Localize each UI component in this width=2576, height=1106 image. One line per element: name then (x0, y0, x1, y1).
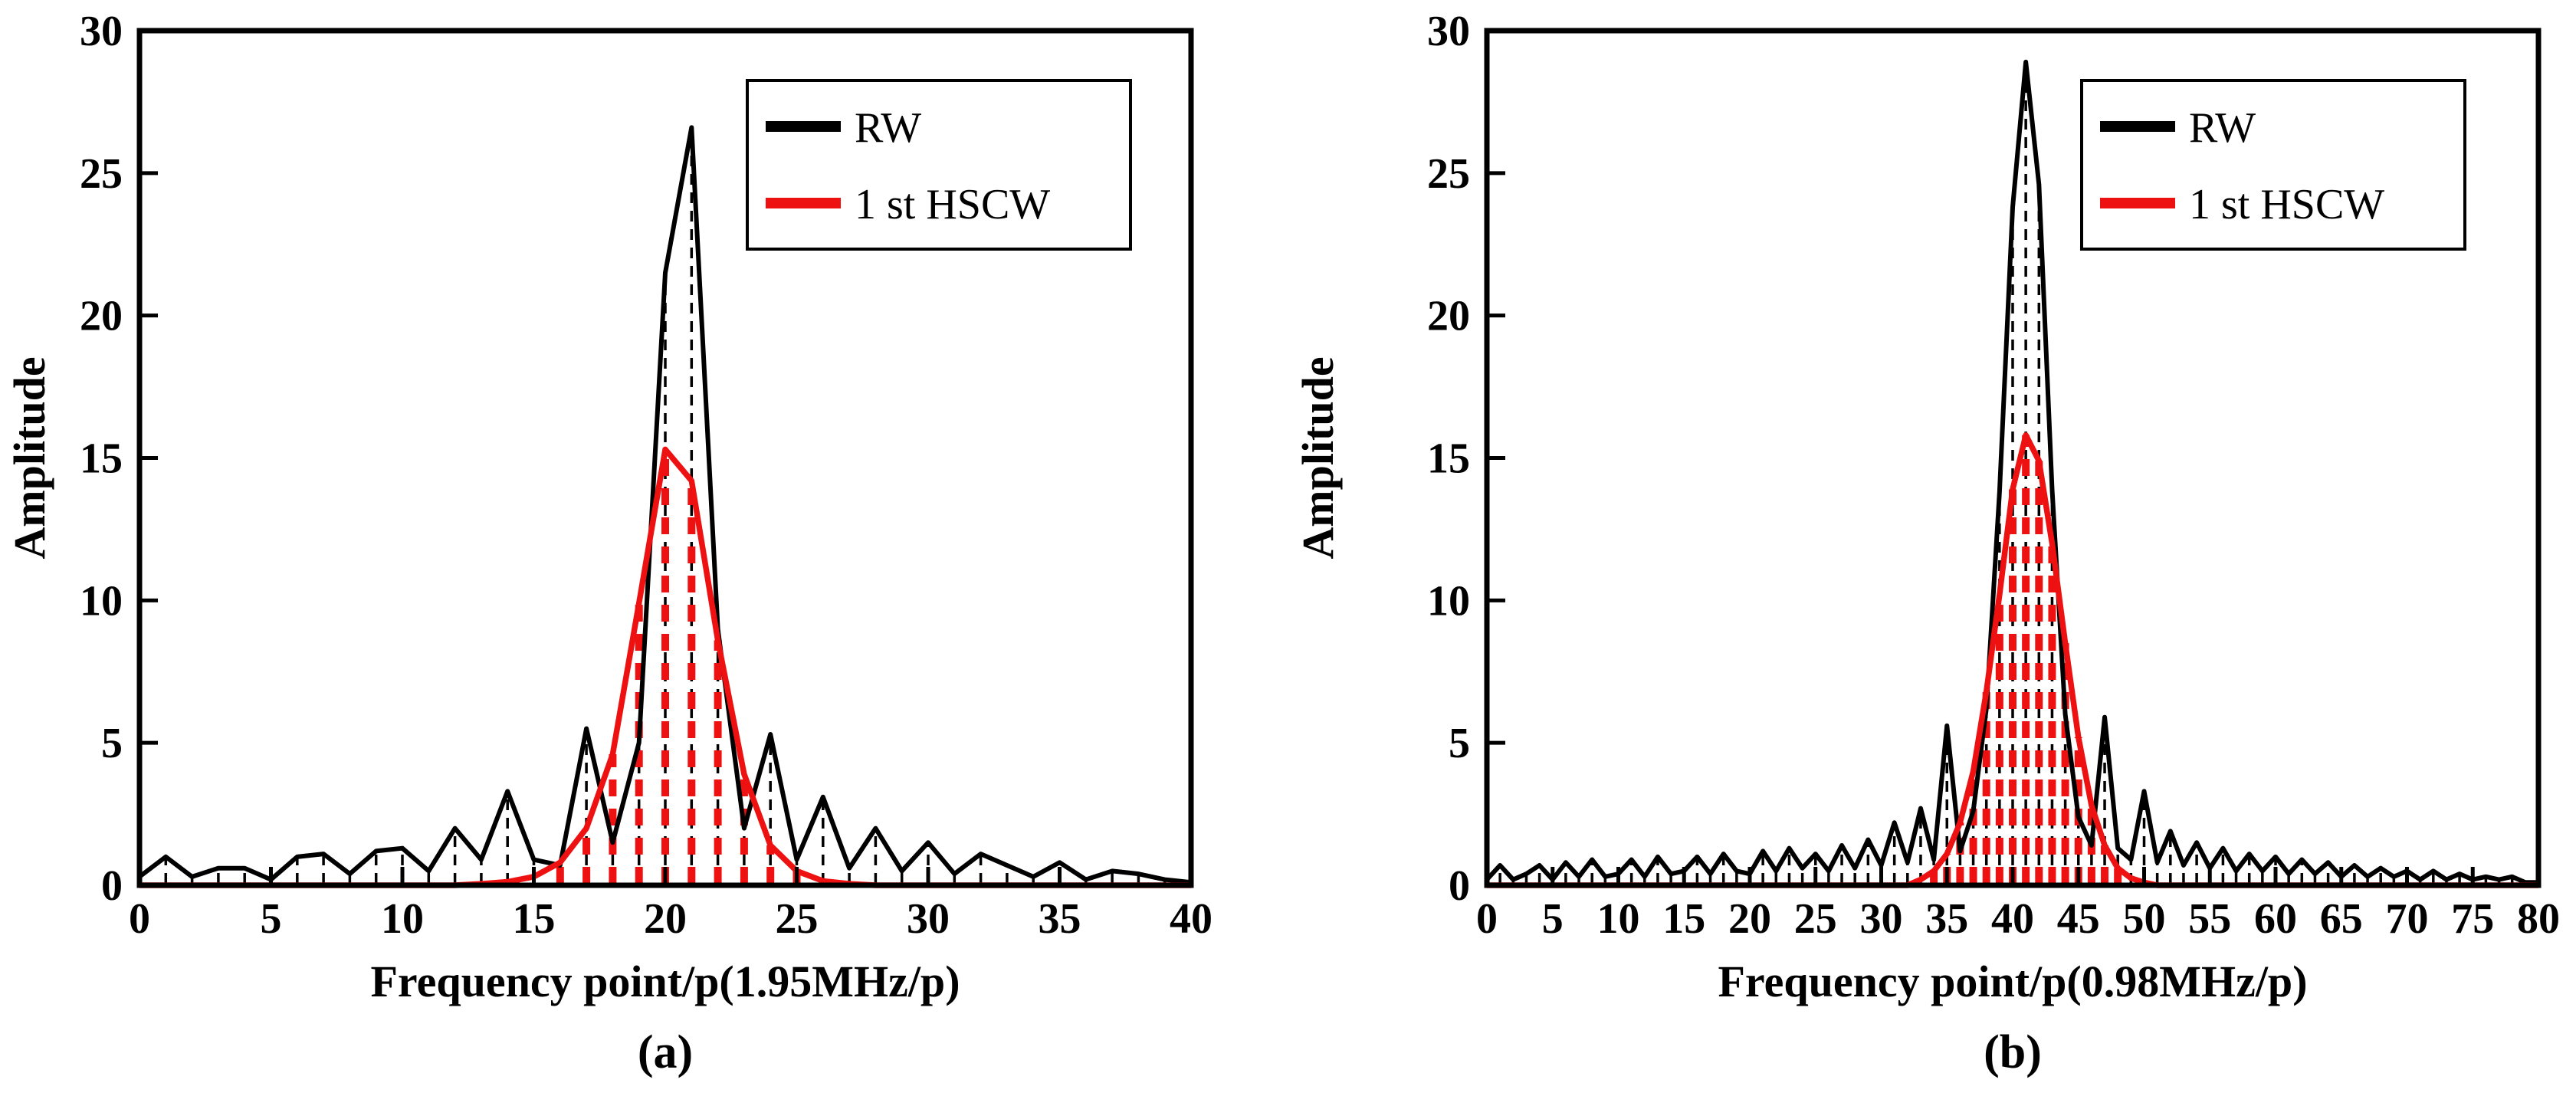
legend-label: RW (855, 104, 921, 152)
x-tick-label: 65 (2320, 895, 2363, 943)
x-tick-label: 10 (381, 895, 424, 943)
x-axis-label: Frequency point/p(0.98MHz/p) (1718, 957, 2307, 1006)
x-tick-label: 5 (261, 895, 282, 943)
x-tick-label: 0 (1476, 895, 1498, 943)
x-tick-label: 15 (513, 895, 556, 943)
x-axis-label: Frequency point/p(1.95MHz/p) (370, 957, 960, 1006)
panel-caption-b: (b) (1984, 1026, 2042, 1078)
x-tick-label: 50 (2123, 895, 2166, 943)
legend-label: 1 st HSCW (2189, 181, 2384, 228)
rw-line (138, 125, 1192, 885)
x-tick-label: 60 (2254, 895, 2297, 943)
x-tick-label: 40 (1991, 895, 2034, 943)
y-axis-label: Amplitude (5, 356, 54, 559)
y-tick-label: 0 (1449, 862, 1470, 910)
y-tick-label: 20 (1427, 293, 1470, 340)
y-axis-label: Amplitude (1293, 356, 1343, 559)
y-tick-label: 15 (1427, 435, 1470, 483)
chart-panel-a: 0 5 10 15 20 25 30 35 40 0 5 10 15 20 25 30 Frequency po… (5, 8, 1213, 1006)
panel-caption-a: (a) (637, 1026, 694, 1078)
x-tick-label: 80 (2517, 895, 2560, 943)
y-tick-label: 5 (101, 720, 123, 767)
y-tick-label: 20 (80, 293, 123, 340)
legend-label: 1 st HSCW (855, 181, 1050, 228)
x-tick-label: 35 (1039, 895, 1081, 943)
legend: RW 1 st HSCW (746, 79, 1132, 251)
legend-box (2080, 79, 2466, 251)
y-tick-label: 30 (80, 8, 123, 55)
y-tick-label: 15 (80, 435, 123, 483)
x-tick-label: 75 (2451, 895, 2494, 943)
x-tick-label: 30 (907, 895, 950, 943)
y-tick-label: 0 (101, 862, 123, 910)
x-tick-label: 55 (2188, 895, 2231, 943)
x-tick-label: 25 (1794, 895, 1837, 943)
x-tick-label: 20 (644, 895, 687, 943)
legend-box (746, 79, 1132, 251)
x-tick-label: 0 (129, 895, 150, 943)
rw-line (1485, 59, 2538, 885)
x-tick-label: 70 (2386, 895, 2429, 943)
x-tick-label: 15 (1662, 895, 1705, 943)
x-tick-label: 35 (1925, 895, 1968, 943)
x-tick-label: 40 (1170, 895, 1213, 943)
y-tick-label: 25 (80, 150, 123, 198)
y-tick-label: 5 (1449, 720, 1470, 767)
x-tick-label: 20 (1728, 895, 1771, 943)
x-tick-label: 25 (776, 895, 819, 943)
y-tick-label: 25 (1427, 150, 1470, 198)
y-tick-label: 10 (80, 577, 123, 625)
hscw-stems (556, 449, 801, 884)
y-tick-label: 10 (1427, 577, 1470, 625)
x-tick-label: 5 (1542, 895, 1564, 943)
x-tick-label: 10 (1597, 895, 1640, 943)
x-tick-label: 45 (2057, 895, 2100, 943)
chart-panel-b: 0 5 10 15 20 25 30 35 40 45 50 55 60 65 70 75 8005101520… (1293, 8, 2560, 1006)
x-tick-label: 30 (1860, 895, 1903, 943)
legend-label: RW (2189, 104, 2256, 152)
y-tick-label: 30 (1427, 8, 1470, 55)
legend: RW 1 st HSCW (2080, 79, 2466, 251)
